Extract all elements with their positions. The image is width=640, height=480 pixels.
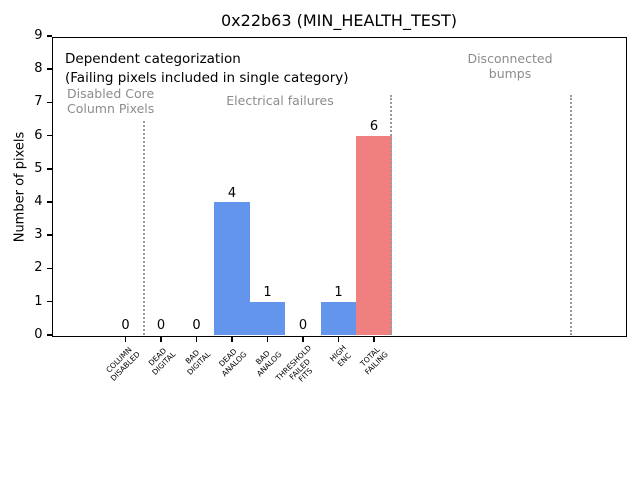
x-tick-label: THRESHOLD FAILED FITS [273, 342, 314, 384]
y-axis-label: Number of pixels [12, 131, 28, 243]
y-tick [46, 68, 52, 71]
y-tick [46, 101, 52, 104]
x-tick-label: HIGH ENC [328, 342, 353, 368]
bar-value-label: 1 [334, 285, 343, 301]
y-tick [46, 167, 52, 170]
bar-value-label: 6 [369, 119, 379, 135]
chart-title: 0x22b63 (MIN_HEALTH_TEST) [221, 11, 457, 30]
x-tick [231, 336, 233, 342]
y-tick [46, 35, 52, 37]
y-tick [46, 201, 52, 203]
annotation-failing-pixels-note: (Failing pixels included in single categ… [65, 70, 349, 86]
bar-value-label: 0 [121, 318, 130, 334]
region-label: Disabled Core Column Pixels [67, 86, 155, 116]
y-tick-label: 7 [34, 94, 43, 110]
plot-area-frame [52, 37, 627, 337]
x-tick [195, 336, 198, 342]
y-tick [46, 134, 52, 137]
region-separator-line [142, 121, 145, 335]
bar-value-label: 0 [298, 318, 308, 334]
bar-value-label: 0 [192, 318, 201, 334]
y-tick-label: 9 [34, 28, 43, 43]
region-separator-line [390, 95, 392, 335]
y-tick-label: 8 [34, 61, 43, 77]
annotation-dependent-categorization: Dependent categorization [65, 51, 241, 67]
y-tick [46, 267, 52, 270]
y-tick [46, 300, 52, 303]
y-tick-label: 0 [34, 326, 43, 342]
y-tick [46, 333, 52, 336]
x-tick [266, 336, 269, 342]
x-tick-label: DEAD ANALOG [216, 346, 248, 378]
y-tick [46, 234, 52, 237]
x-tick-label: BAD DIGITAL [183, 347, 213, 376]
bar [249, 301, 286, 335]
bar-value-label: 4 [227, 185, 237, 201]
bar [320, 301, 357, 335]
region-label: Disconnected bumps [467, 51, 553, 81]
region-label: Electrical failures [226, 93, 334, 108]
region-separator-line [570, 95, 572, 335]
y-tick-label: 5 [34, 160, 43, 176]
x-tick [373, 336, 375, 342]
x-tick-label: COLUMN DISABLED [103, 344, 142, 382]
bar-value-label: 0 [156, 318, 166, 334]
y-tick-label: 4 [34, 194, 43, 209]
y-tick-label: 3 [34, 227, 43, 243]
y-tick-label: 2 [34, 260, 43, 276]
x-tick [124, 336, 127, 342]
x-tick-label: TOTAL FAILING [358, 344, 390, 376]
y-tick-label: 6 [34, 127, 43, 143]
x-tick [160, 336, 162, 342]
y-tick-label: 1 [34, 293, 43, 309]
bar [356, 135, 392, 335]
x-tick-label: DEAD DIGITAL [146, 345, 177, 376]
x-tick [337, 336, 340, 342]
bar [214, 202, 250, 335]
bar-value-label: 1 [263, 285, 272, 301]
x-tick [302, 336, 304, 342]
